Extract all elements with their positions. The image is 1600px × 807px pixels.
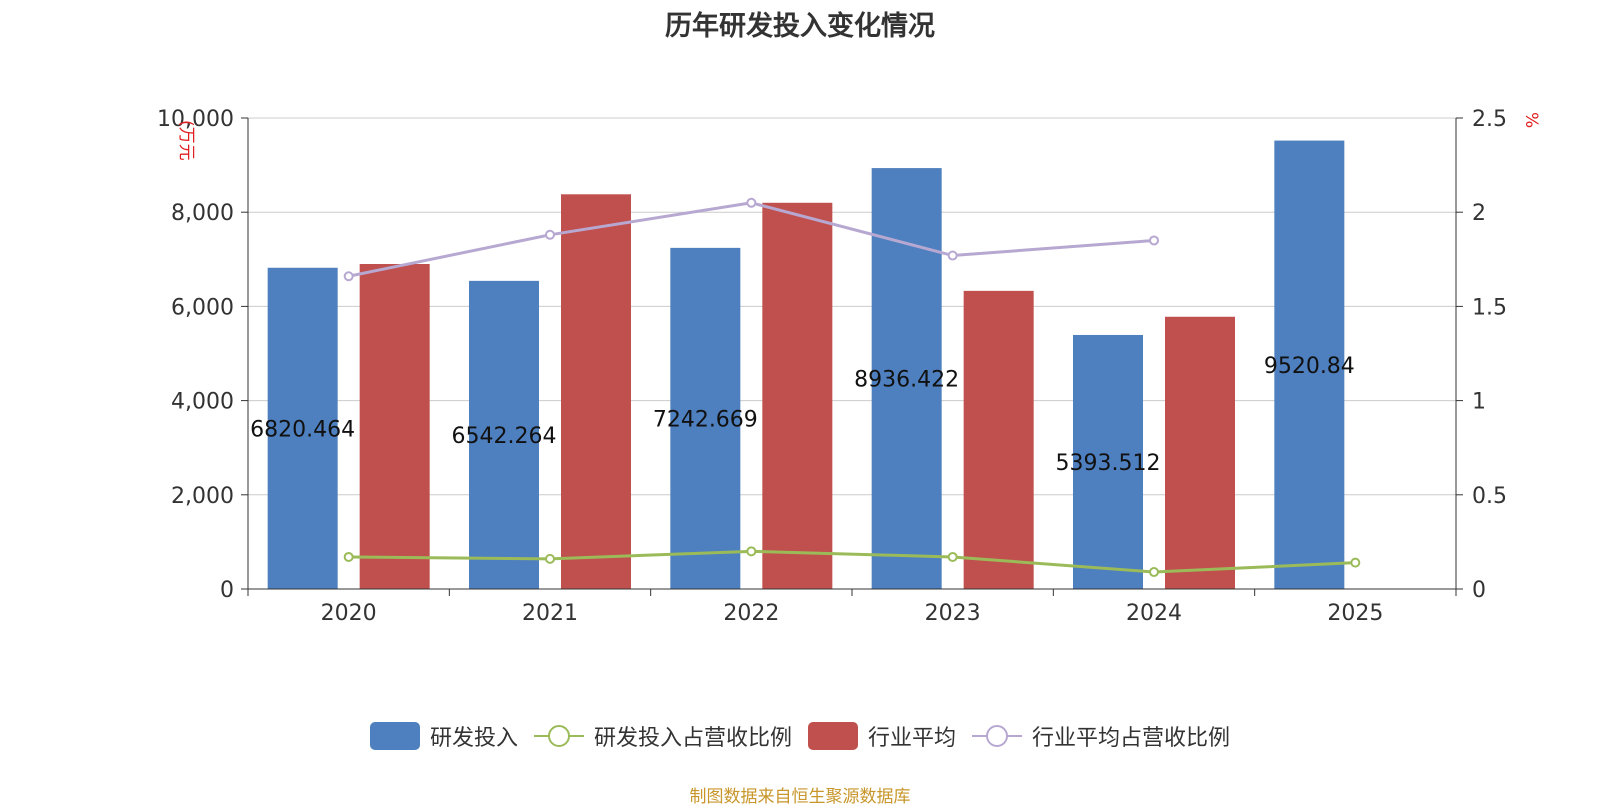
y-left-tick-label: 0 <box>220 578 234 603</box>
y-right-tick-label: 0 <box>1472 578 1486 603</box>
point-industry-ratio <box>1149 235 1159 246</box>
legend-item-industry-ratio[interactable]: 行业平均占营收比例 <box>972 720 1230 752</box>
bar-rd-input <box>1073 334 1143 589</box>
point-rd-ratio <box>545 553 555 564</box>
legend-swatch-rd-input <box>369 722 420 750</box>
legend-label-industry-ratio: 行业平均占营收比例 <box>1032 726 1231 751</box>
y-right-axis-title: % <box>1521 112 1541 128</box>
bar-data-label: 6542.264 <box>452 424 557 449</box>
y-left-tick-label: 8,000 <box>171 201 234 226</box>
x-tick-label: 2020 <box>321 601 377 626</box>
bar-rd-input <box>469 280 539 589</box>
point-industry-ratio <box>947 250 958 261</box>
y-left-axis-title: (万元 <box>176 120 196 161</box>
bar-data-label: 6820.464 <box>250 417 355 442</box>
legend: 研发投入 研发投入占营收比例 行业平均 行业平均占营收比例 <box>0 720 1600 752</box>
source-note: 制图数据来自恒生聚源数据库 <box>689 787 911 807</box>
bar-rd-input <box>670 247 741 589</box>
legend-item-rd-input[interactable]: 研发投入 <box>369 720 518 752</box>
y-left-tick-label: 2,000 <box>171 484 234 509</box>
legend-label-industry-avg: 行业平均 <box>868 726 957 751</box>
bar-industry-avg <box>561 194 631 589</box>
y-right-tick-label: 0.5 <box>1472 484 1507 509</box>
y-right-tick-label: 1 <box>1472 390 1486 415</box>
legend-swatch-industry-ratio <box>972 725 1023 747</box>
point-rd-ratio <box>1350 557 1361 568</box>
legend-label-rd-ratio: 研发投入占营收比例 <box>593 726 792 751</box>
x-tick-label: 2023 <box>925 601 981 626</box>
y-left-tick-label: 6,000 <box>171 295 234 320</box>
bar-data-label: 7242.669 <box>653 407 758 432</box>
x-tick-label: 2024 <box>1126 601 1182 626</box>
bar-data-label: 5393.512 <box>1056 451 1161 476</box>
point-industry-ratio <box>746 197 757 208</box>
legend-item-rd-ratio[interactable]: 研发投入占营收比例 <box>533 720 792 752</box>
bar-rd-input <box>267 267 338 589</box>
y-left-tick-label: 10,000 <box>157 107 234 132</box>
legend-label-rd-input: 研发投入 <box>429 726 518 751</box>
point-rd-ratio <box>343 551 354 562</box>
legend-swatch-rd-ratio <box>533 725 584 747</box>
x-tick-label: 2022 <box>723 601 779 626</box>
line-rd-ratio <box>348 549 1356 574</box>
legend-swatch-industry-avg <box>808 722 858 750</box>
point-rd-ratio <box>947 551 958 562</box>
line-industry-ratio <box>348 201 1155 278</box>
chart-title: 历年研发投入变化情况 <box>665 11 935 42</box>
point-rd-ratio <box>1149 567 1159 578</box>
point-industry-ratio <box>343 271 354 282</box>
bar-rd-input <box>1274 140 1345 590</box>
bar-industry-avg <box>762 202 833 589</box>
y-right-tick-label: 1.5 <box>1472 295 1507 320</box>
y-right-tick-label: 2 <box>1472 201 1486 226</box>
legend-item-industry-avg[interactable]: 行业平均 <box>808 720 956 752</box>
bar-data-label: 8936.422 <box>854 368 959 393</box>
x-tick-label: 2025 <box>1327 601 1383 626</box>
point-rd-ratio <box>746 546 757 557</box>
bar-industry-avg <box>359 264 430 589</box>
point-industry-ratio <box>545 229 555 240</box>
x-tick-label: 2021 <box>522 601 578 626</box>
bar-data-label: 9520.84 <box>1264 354 1355 379</box>
bar-industry-avg <box>963 290 1034 589</box>
bar-industry-avg <box>1165 316 1235 589</box>
y-left-tick-label: 4,000 <box>171 390 234 415</box>
y-right-tick-label: 2.5 <box>1472 107 1507 132</box>
